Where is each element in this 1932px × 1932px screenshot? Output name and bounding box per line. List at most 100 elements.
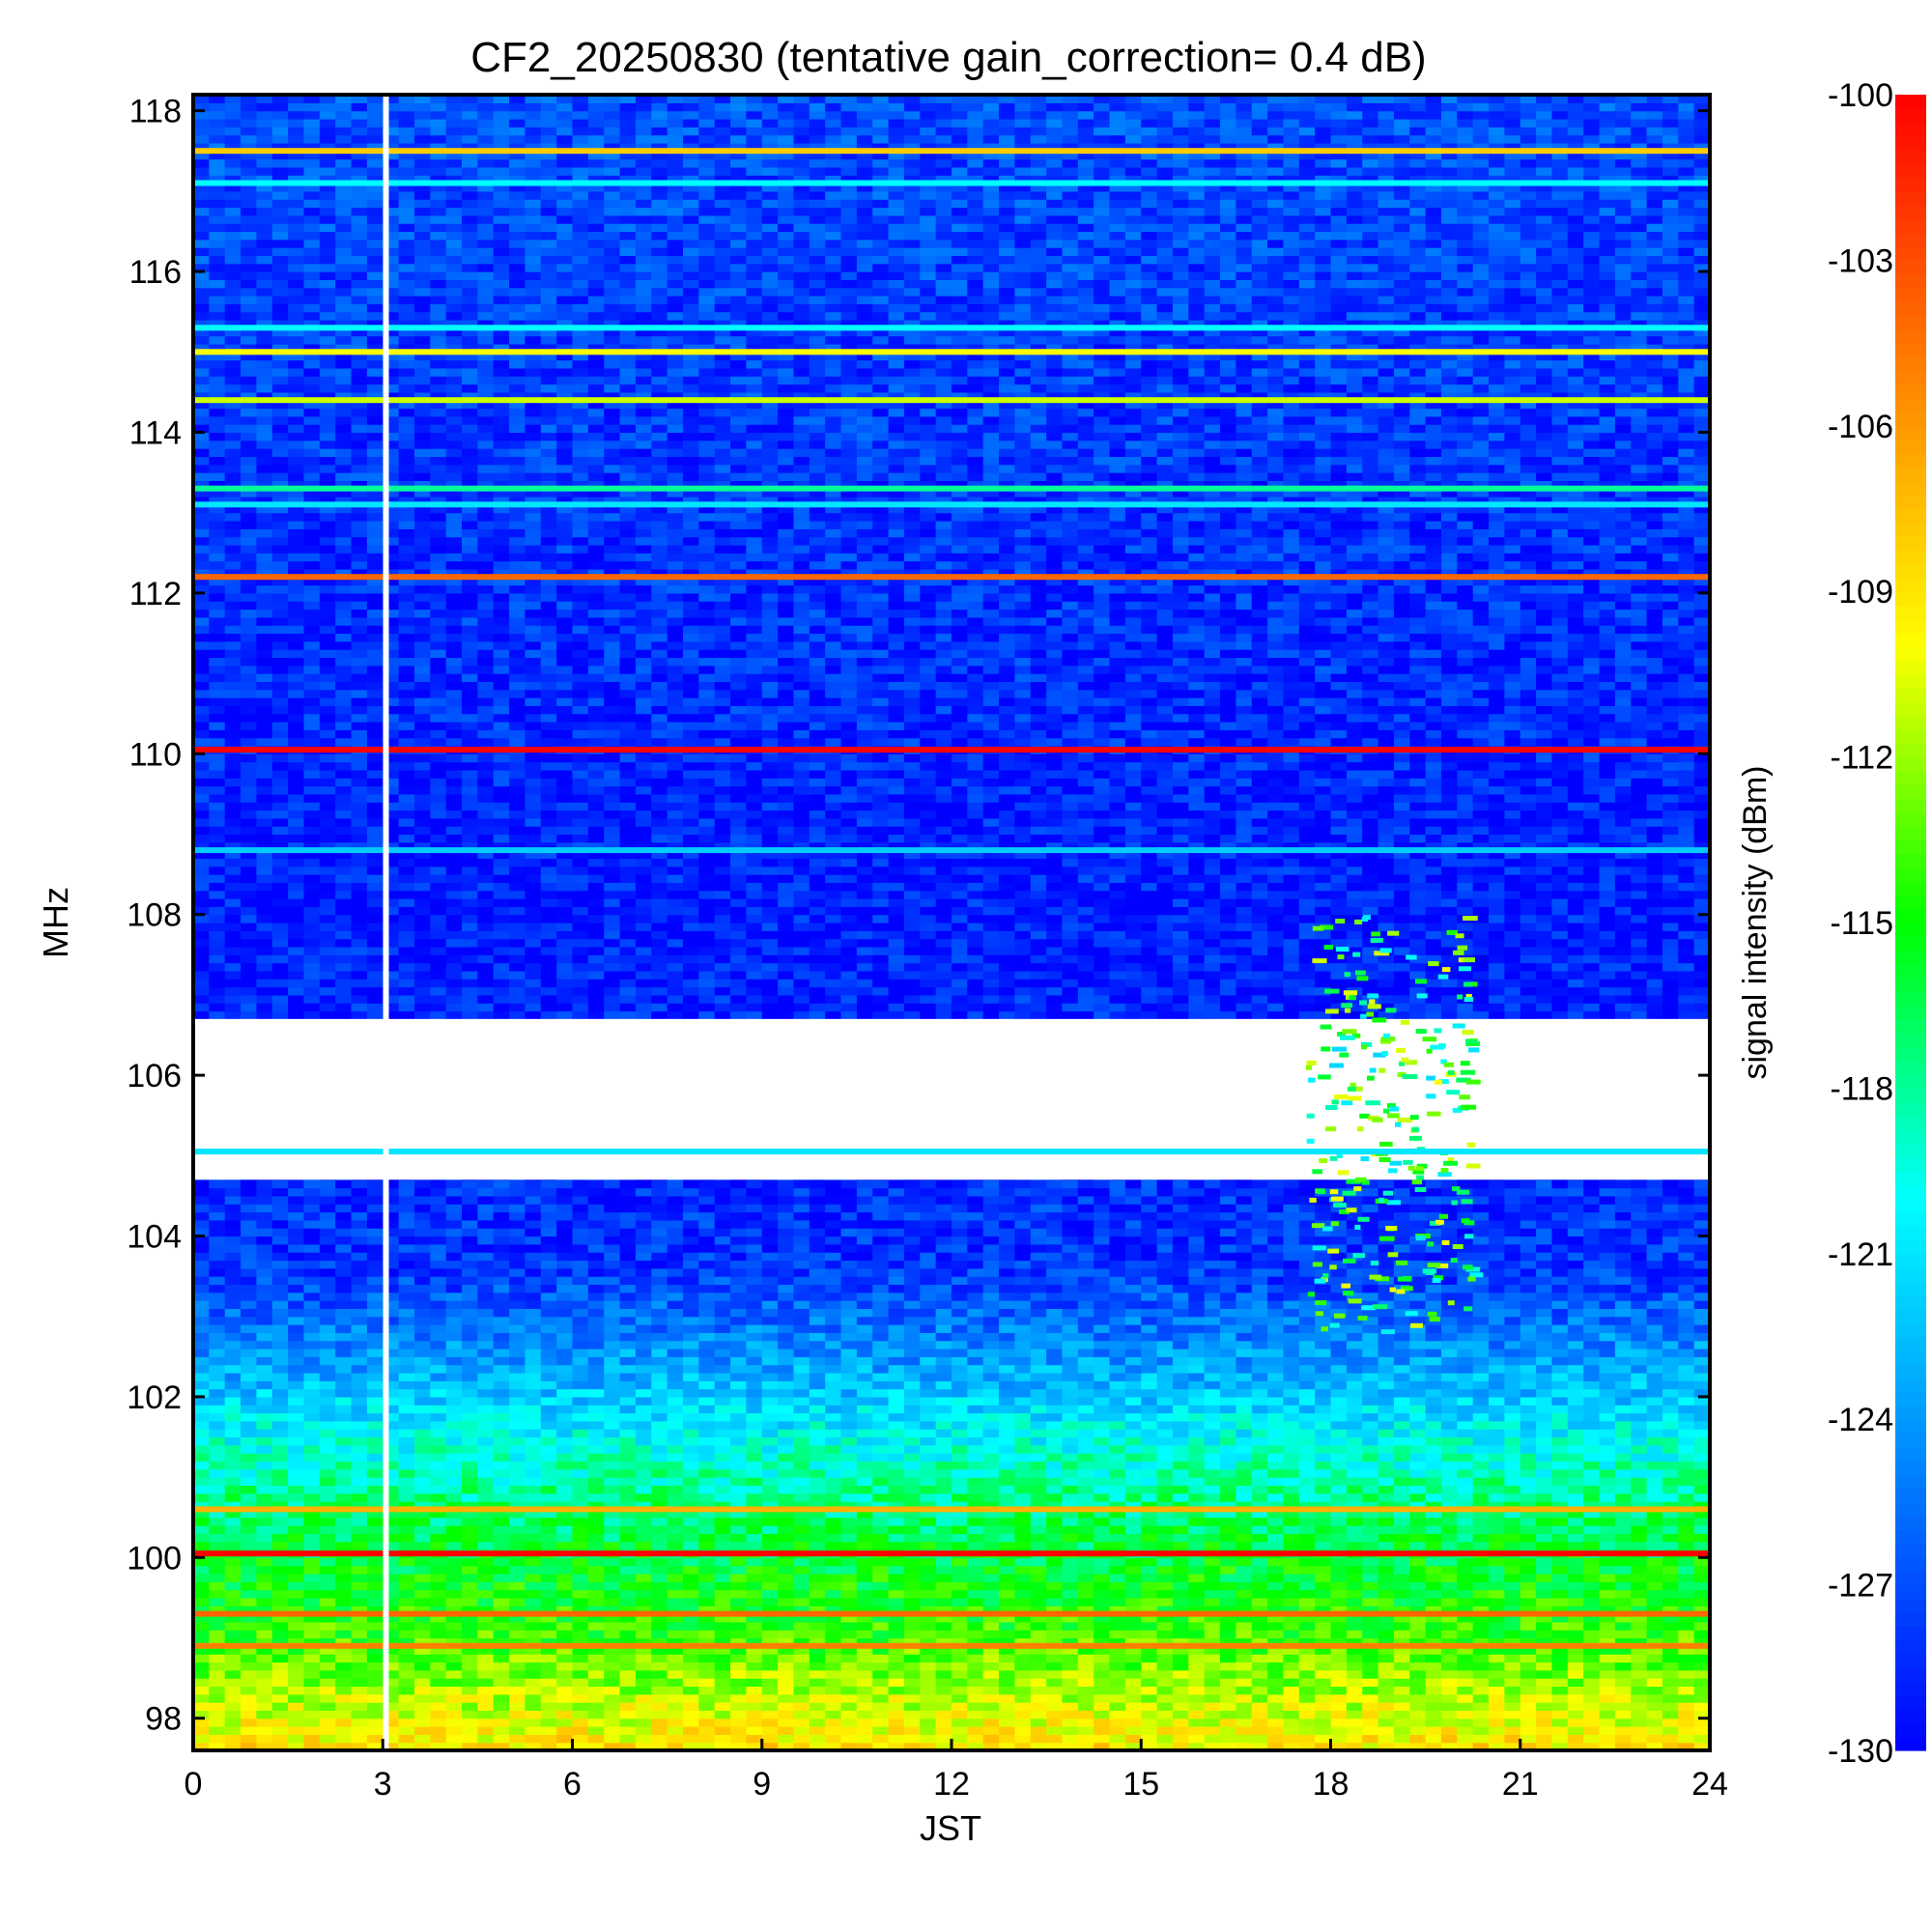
heatmap-cell: [1204, 1364, 1221, 1374]
heatmap-cell: [1567, 1702, 1584, 1711]
heatmap-cell: [1631, 1372, 1648, 1381]
heatmap-cell: [761, 1726, 779, 1735]
heatmap-cell: [825, 1630, 842, 1639]
heatmap-cell: [462, 1621, 478, 1631]
heatmap-cell: [572, 1621, 589, 1631]
heatmap-cell: [540, 1718, 557, 1727]
heatmap-cell: [935, 1581, 952, 1591]
heatmap-cell: [398, 1726, 415, 1735]
heatmap-cell: [982, 1461, 1000, 1470]
heatmap-cell: [1172, 1509, 1189, 1519]
heatmap-cell: [1693, 1492, 1711, 1502]
heatmap-cell: [635, 1669, 652, 1679]
heatmap-cell: [587, 1605, 605, 1615]
heatmap-cell: [619, 1710, 637, 1719]
heatmap-cell: [288, 1405, 305, 1414]
heatmap-cell: [903, 1686, 921, 1695]
heatmap-cell: [540, 1645, 557, 1655]
heatmap-cell: [1062, 1589, 1079, 1599]
heatmap-cell: [635, 1726, 652, 1735]
heatmap-cell: [651, 1645, 668, 1655]
heatmap-cell: [1362, 1420, 1379, 1430]
heatmap-cell: [1204, 1477, 1221, 1487]
heatmap-cell: [635, 1396, 652, 1406]
heatmap-cell: [430, 1533, 447, 1543]
heatmap-cell: [1504, 1380, 1521, 1390]
heatmap-cell: [1156, 1364, 1174, 1374]
heatmap-cell: [982, 1565, 1000, 1575]
heatmap-cell: [872, 1533, 890, 1543]
heatmap-cell: [366, 1405, 384, 1414]
heatmap-cell: [556, 1605, 574, 1615]
heatmap-cell: [746, 1686, 763, 1695]
heatmap-cell: [1393, 1710, 1410, 1719]
heatmap-cell: [303, 1573, 321, 1582]
heatmap-cell: [651, 1589, 668, 1599]
heatmap-cell: [1551, 1654, 1569, 1663]
heatmap-cell: [1236, 1517, 1253, 1526]
heatmap-cell: [1646, 1678, 1663, 1688]
heatmap-cell: [540, 1678, 557, 1688]
heatmap-cell: [967, 1605, 984, 1615]
heatmap-cell: [1393, 1654, 1410, 1663]
heatmap-cell: [1678, 1525, 1695, 1534]
heatmap-cell: [1283, 1461, 1300, 1470]
heatmap-cell: [493, 1541, 510, 1550]
heatmap-cell: [1315, 1573, 1332, 1582]
heatmap-cell: [1457, 1525, 1474, 1534]
heatmap-cell: [1030, 1436, 1047, 1446]
heatmap-cell: [209, 1461, 226, 1470]
heatmap-cell: [1440, 1429, 1458, 1438]
heatmap-cell: [462, 1686, 478, 1695]
heatmap-cell: [572, 1678, 589, 1688]
heatmap-cell: [1599, 1380, 1616, 1390]
heatmap-cell: [730, 1492, 747, 1502]
heatmap-cell: [1220, 1678, 1236, 1688]
heatmap-cell: [1457, 1702, 1474, 1711]
heatmap-cell: [1062, 1485, 1079, 1494]
heatmap-cell: [366, 1662, 384, 1671]
heatmap-cell: [430, 1573, 447, 1582]
heatmap-cell: [1315, 1605, 1332, 1615]
heatmap-cell: [1109, 1332, 1126, 1342]
heatmap-cell: [1062, 1686, 1079, 1695]
heatmap-cell: [982, 1557, 1000, 1567]
heatmap-cell: [1378, 1332, 1395, 1342]
heatmap-cell: [351, 1492, 368, 1502]
heatmap-cell: [888, 1613, 905, 1623]
heatmap-cell: [509, 1605, 526, 1615]
heatmap-cell: [271, 1557, 289, 1567]
heatmap-cell: [1346, 1581, 1363, 1591]
heatmap-cell: [1646, 1525, 1663, 1534]
heatmap-cell: [619, 1525, 637, 1534]
heatmap-cell: [193, 1380, 210, 1390]
heatmap-cell: [1504, 1669, 1521, 1679]
heatmap-cell: [1046, 1396, 1064, 1406]
heatmap-cell: [525, 1693, 542, 1703]
heatmap-cell: [1330, 1541, 1348, 1550]
heatmap-cell: [351, 1565, 368, 1575]
heatmap-cell: [1236, 1702, 1253, 1711]
heatmap-cell: [1425, 1364, 1442, 1374]
heatmap-cell: [730, 1645, 747, 1655]
heatmap-cell: [682, 1718, 699, 1727]
heatmap-cell: [651, 1517, 668, 1526]
heatmap-cell: [825, 1726, 842, 1735]
heatmap-cell: [1409, 1605, 1427, 1615]
heatmap-cell: [1109, 1662, 1126, 1671]
heatmap-cell: [920, 1461, 937, 1470]
heatmap-cell: [1062, 1461, 1079, 1470]
heatmap-cell: [1267, 1669, 1285, 1679]
heatmap-cell: [556, 1734, 574, 1744]
heatmap-cell: [1678, 1702, 1695, 1711]
heatmap-cell: [1662, 1662, 1679, 1671]
heatmap-cell: [1236, 1718, 1253, 1727]
heatmap-cell: [587, 1533, 605, 1543]
heatmap-cell: [1109, 1702, 1126, 1711]
heatmap-cell: [1077, 1332, 1094, 1342]
heatmap-cell: [493, 1501, 510, 1510]
heatmap-cell: [619, 1372, 637, 1381]
heatmap-cell: [493, 1492, 510, 1502]
heatmap-cell: [651, 1436, 668, 1446]
heatmap-cell: [1378, 1678, 1395, 1688]
